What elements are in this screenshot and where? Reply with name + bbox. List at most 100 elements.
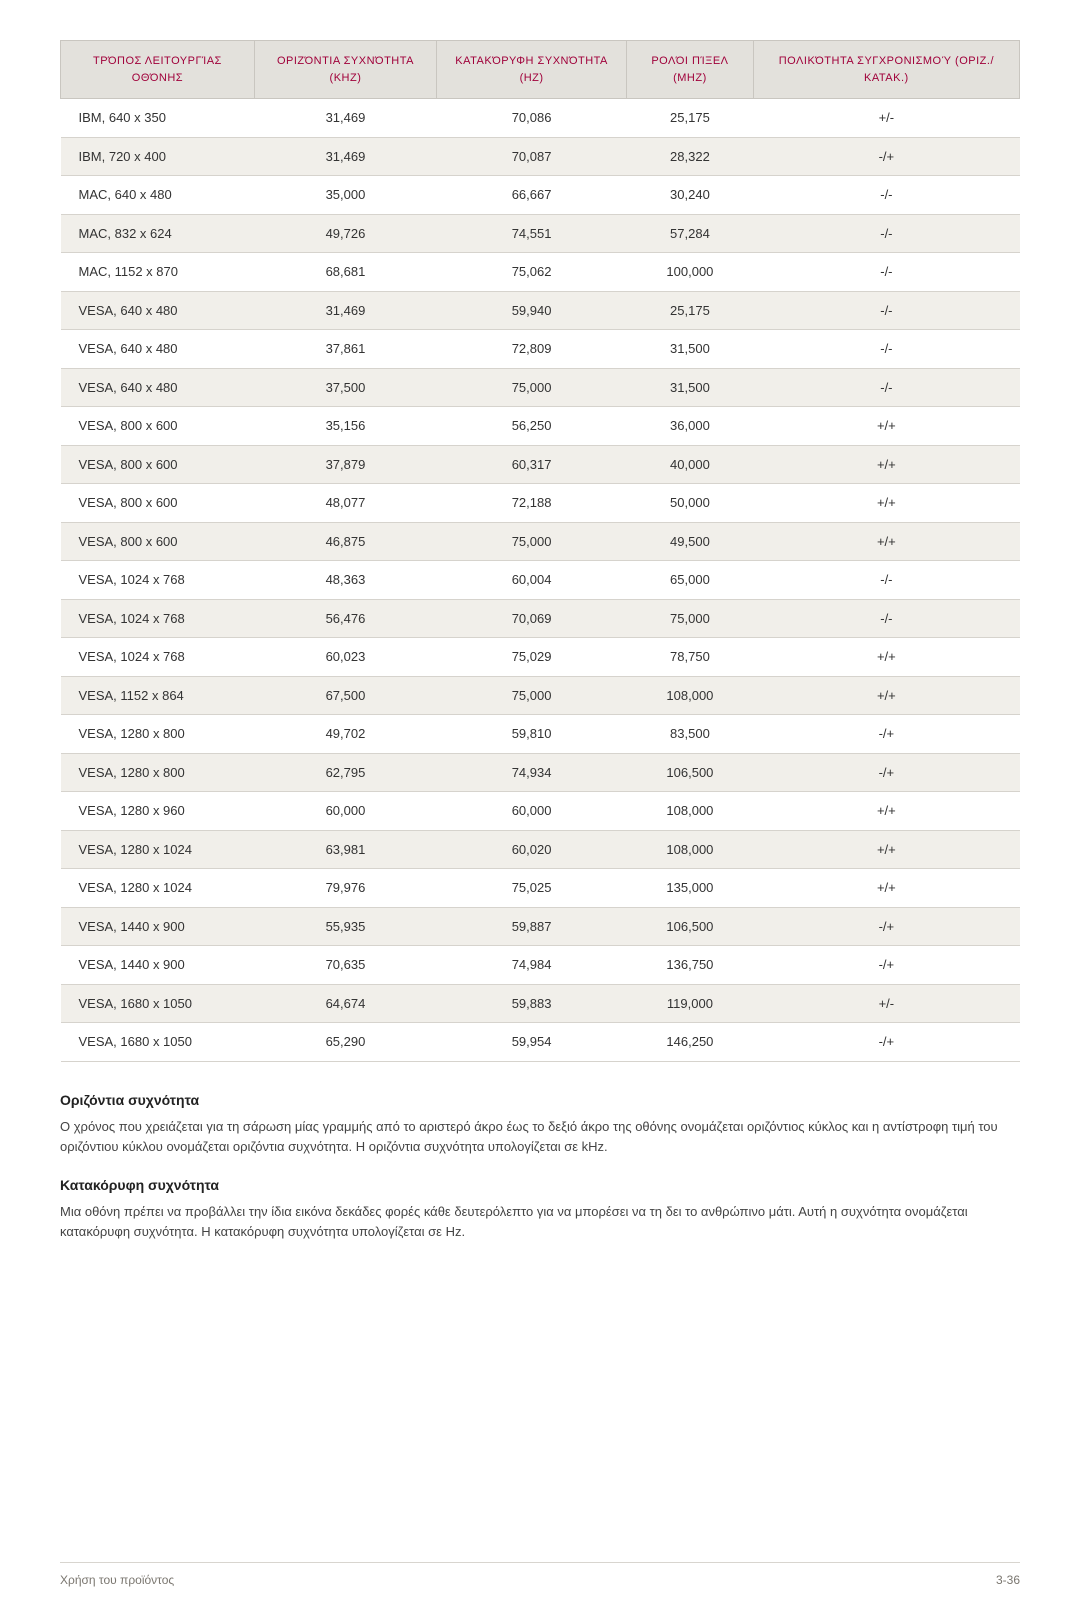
table-cell: 55,935	[254, 907, 436, 946]
table-row: VESA, 1280 x 80049,70259,81083,500-/+	[61, 715, 1020, 754]
table-cell: VESA, 1024 x 768	[61, 599, 255, 638]
table-cell: VESA, 640 x 480	[61, 368, 255, 407]
table-cell: VESA, 800 x 600	[61, 407, 255, 446]
table-cell: VESA, 1280 x 800	[61, 715, 255, 754]
table-cell: -/+	[753, 907, 1019, 946]
table-cell: MAC, 832 x 624	[61, 214, 255, 253]
table-cell: 28,322	[627, 137, 754, 176]
table-cell: 49,500	[627, 522, 754, 561]
table-row: VESA, 1680 x 105064,67459,883119,000+/-	[61, 984, 1020, 1023]
table-cell: IBM, 640 x 350	[61, 99, 255, 138]
table-cell: VESA, 1680 x 1050	[61, 984, 255, 1023]
table-cell: VESA, 800 x 600	[61, 484, 255, 523]
table-cell: 60,317	[437, 445, 627, 484]
table-cell: +/+	[753, 638, 1019, 677]
table-cell: VESA, 1280 x 960	[61, 792, 255, 831]
table-row: MAC, 640 x 48035,00066,66730,240-/-	[61, 176, 1020, 215]
table-cell: VESA, 1440 x 900	[61, 946, 255, 985]
table-cell: 83,500	[627, 715, 754, 754]
table-cell: VESA, 640 x 480	[61, 291, 255, 330]
table-cell: 31,500	[627, 368, 754, 407]
table-cell: -/-	[753, 176, 1019, 215]
col-vfreq: ΚΑΤΑΚΌΡΥΦΗ ΣΥΧΝΌΤΗΤΑ (HZ)	[437, 41, 627, 99]
table-cell: +/-	[753, 984, 1019, 1023]
table-cell: VESA, 1024 x 768	[61, 638, 255, 677]
table-cell: 65,290	[254, 1023, 436, 1062]
table-cell: 79,976	[254, 869, 436, 908]
table-row: VESA, 640 x 48031,46959,94025,175-/-	[61, 291, 1020, 330]
table-cell: 35,000	[254, 176, 436, 215]
table-cell: 37,500	[254, 368, 436, 407]
table-cell: 49,726	[254, 214, 436, 253]
table-row: VESA, 1680 x 105065,29059,954146,250-/+	[61, 1023, 1020, 1062]
table-cell: MAC, 1152 x 870	[61, 253, 255, 292]
col-pixclock: ΡΟΛΌΙ ΠΊΞΕΛ (MHZ)	[627, 41, 754, 99]
section-body: Ο χρόνος που χρειάζεται για τη σάρωση μί…	[60, 1117, 1020, 1157]
table-row: VESA, 1024 x 76856,47670,06975,000-/-	[61, 599, 1020, 638]
table-row: VESA, 800 x 60035,15656,25036,000+/+	[61, 407, 1020, 446]
table-row: IBM, 640 x 35031,46970,08625,175+/-	[61, 99, 1020, 138]
table-cell: +/+	[753, 522, 1019, 561]
table-cell: 63,981	[254, 830, 436, 869]
table-cell: 108,000	[627, 792, 754, 831]
table-cell: 64,674	[254, 984, 436, 1023]
table-cell: +/+	[753, 869, 1019, 908]
table-cell: VESA, 800 x 600	[61, 522, 255, 561]
table-row: VESA, 640 x 48037,86172,80931,500-/-	[61, 330, 1020, 369]
table-cell: 25,175	[627, 291, 754, 330]
table-row: VESA, 1024 x 76848,36360,00465,000-/-	[61, 561, 1020, 600]
table-row: MAC, 832 x 62449,72674,55157,284-/-	[61, 214, 1020, 253]
table-cell: -/-	[753, 214, 1019, 253]
table-cell: +/+	[753, 484, 1019, 523]
table-cell: -/-	[753, 330, 1019, 369]
table-cell: 65,000	[627, 561, 754, 600]
table-cell: 135,000	[627, 869, 754, 908]
table-cell: 75,025	[437, 869, 627, 908]
table-cell: 57,284	[627, 214, 754, 253]
table-cell: 106,500	[627, 753, 754, 792]
table-row: VESA, 1152 x 86467,50075,000108,000+/+	[61, 676, 1020, 715]
table-cell: 70,087	[437, 137, 627, 176]
table-row: MAC, 1152 x 87068,68175,062100,000-/-	[61, 253, 1020, 292]
table-cell: 68,681	[254, 253, 436, 292]
table-row: VESA, 800 x 60046,87575,00049,500+/+	[61, 522, 1020, 561]
table-cell: 35,156	[254, 407, 436, 446]
table-row: VESA, 1280 x 102479,97675,025135,000+/+	[61, 869, 1020, 908]
table-cell: 70,635	[254, 946, 436, 985]
table-cell: +/+	[753, 445, 1019, 484]
footer-left: Χρήση του προϊόντος	[60, 1571, 174, 1589]
section-vertical-frequency: Κατακόρυφη συχνότητα Μια οθόνη πρέπει να…	[60, 1175, 1020, 1242]
table-cell: -/+	[753, 1023, 1019, 1062]
table-cell: 37,879	[254, 445, 436, 484]
table-cell: IBM, 720 x 400	[61, 137, 255, 176]
table-row: VESA, 800 x 60048,07772,18850,000+/+	[61, 484, 1020, 523]
table-cell: 31,469	[254, 291, 436, 330]
table-row: VESA, 1280 x 102463,98160,020108,000+/+	[61, 830, 1020, 869]
table-cell: 59,954	[437, 1023, 627, 1062]
table-cell: VESA, 1280 x 1024	[61, 869, 255, 908]
table-cell: 72,188	[437, 484, 627, 523]
table-cell: 25,175	[627, 99, 754, 138]
col-polarity: ΠΟΛΙΚΌΤΗΤΑ ΣΥΓΧΡΟΝΙΣΜΟΎ (ΟΡΙΖ./ΚΑΤΑΚ.)	[753, 41, 1019, 99]
table-cell: 60,020	[437, 830, 627, 869]
table-cell: 31,500	[627, 330, 754, 369]
table-cell: VESA, 1280 x 1024	[61, 830, 255, 869]
table-cell: 100,000	[627, 253, 754, 292]
table-cell: VESA, 1280 x 800	[61, 753, 255, 792]
table-cell: +/-	[753, 99, 1019, 138]
table-cell: 75,000	[437, 522, 627, 561]
table-cell: 74,984	[437, 946, 627, 985]
table-cell: +/+	[753, 676, 1019, 715]
table-cell: -/-	[753, 291, 1019, 330]
table-cell: -/+	[753, 715, 1019, 754]
table-cell: 31,469	[254, 99, 436, 138]
table-header-row: ΤΡΌΠΟΣ ΛΕΙΤΟΥΡΓΊΑΣ ΟΘΌΝΗΣ ΟΡΙΖΌΝΤΙΑ ΣΥΧΝ…	[61, 41, 1020, 99]
table-cell: 75,062	[437, 253, 627, 292]
table-cell: 60,004	[437, 561, 627, 600]
table-row: VESA, 1024 x 76860,02375,02978,750+/+	[61, 638, 1020, 677]
table-row: VESA, 640 x 48037,50075,00031,500-/-	[61, 368, 1020, 407]
table-row: VESA, 1280 x 96060,00060,000108,000+/+	[61, 792, 1020, 831]
table-cell: 72,809	[437, 330, 627, 369]
table-cell: VESA, 1024 x 768	[61, 561, 255, 600]
table-cell: 74,934	[437, 753, 627, 792]
